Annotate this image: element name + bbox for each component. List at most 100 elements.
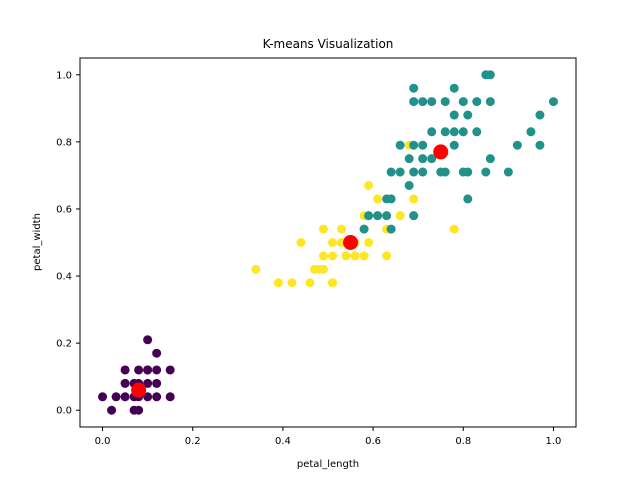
cluster-2-point [440, 167, 450, 177]
cluster-1-point [395, 211, 405, 221]
cluster-2-point [485, 154, 495, 164]
cluster-2-point [449, 110, 459, 120]
cluster-0-point [120, 365, 130, 375]
cluster-2-point [409, 167, 419, 177]
cluster-0-point [165, 365, 175, 375]
y-tick-label: 1.0 [56, 70, 72, 81]
y-tick-label: 0.2 [56, 339, 72, 350]
cluster-2-point [404, 180, 414, 190]
cluster-2-point [512, 140, 522, 150]
cluster-1-point [318, 251, 328, 261]
cluster-1-point [382, 251, 392, 261]
cluster-2-point [481, 167, 491, 177]
cluster-2-point [359, 224, 369, 234]
y-tick-label: 0.0 [56, 406, 72, 417]
cluster-2-point [458, 97, 468, 107]
cluster-0-point [120, 392, 130, 402]
cluster-2-point [535, 110, 545, 120]
cluster-2-point [548, 97, 558, 107]
cluster-2-point [418, 154, 428, 164]
centroid-point [343, 235, 359, 250]
cluster-2-point [409, 140, 419, 150]
cluster-2-point [404, 154, 414, 164]
cluster-1-point [337, 224, 347, 234]
cluster-0-point [134, 365, 144, 375]
cluster-1-point [251, 264, 261, 274]
cluster-0-point [120, 378, 130, 388]
cluster-2-point [409, 211, 419, 221]
cluster-2-point [472, 97, 482, 107]
cluster-1-point [364, 180, 374, 190]
x-tick-label: 0.0 [95, 436, 111, 447]
cluster-2-point [485, 70, 495, 80]
cluster-2-point [418, 167, 428, 177]
x-tick-label: 0.8 [455, 436, 471, 447]
cluster-0-point [143, 392, 153, 402]
x-axis-ticks: 0.0 0.2 0.4 0.6 0.8 1.0 [95, 427, 562, 447]
cluster-1-point [341, 251, 351, 261]
y-tick-label: 0.8 [56, 137, 72, 148]
cluster-0-point [165, 392, 175, 402]
cluster-0-point [107, 405, 117, 415]
cluster-2-point [472, 127, 482, 137]
cluster-2-point [503, 167, 513, 177]
cluster-2-point [418, 97, 428, 107]
cluster-1-point [364, 238, 374, 247]
x-tick-label: 0.6 [365, 436, 381, 447]
y-axis-ticks: 0.0 0.2 0.4 0.6 0.8 1.0 [56, 70, 80, 417]
cluster-2-point [386, 167, 396, 177]
cluster-0-point [152, 365, 162, 375]
axes-frame [79, 57, 577, 428]
cluster-1-point [273, 278, 283, 288]
cluster-0-point [152, 392, 162, 402]
cluster-2-point [463, 194, 473, 204]
cluster-2-point [418, 140, 428, 150]
cluster-1-point [318, 264, 328, 274]
cluster-2-point [449, 127, 459, 137]
cluster-1-point [373, 194, 383, 204]
x-tick-label: 0.2 [185, 436, 201, 447]
cluster-0-point [143, 365, 153, 375]
cluster-2-point [386, 224, 396, 234]
cluster-2-point [449, 83, 459, 93]
cluster-1-point [359, 251, 369, 261]
cluster-0-point [143, 378, 153, 388]
cluster-2-point [427, 154, 437, 164]
cluster-1-point [350, 251, 360, 261]
cluster-2-point [526, 127, 536, 137]
plot-area [98, 70, 558, 415]
cluster-2-point [427, 127, 437, 137]
cluster-0-point [152, 348, 162, 358]
cluster-2-point [427, 97, 437, 107]
cluster-1-point [328, 251, 338, 261]
cluster-0-point [111, 392, 121, 402]
cluster-2-point [535, 140, 545, 150]
cluster-2-point [485, 97, 495, 107]
x-axis-label: petal_length [297, 459, 359, 470]
y-tick-label: 0.4 [56, 272, 72, 283]
cluster-2-point [409, 97, 419, 107]
cluster-1-point [318, 224, 328, 234]
cluster-2-point [449, 140, 459, 150]
cluster-2-point [458, 127, 468, 137]
cluster-0-point [143, 335, 153, 345]
cluster-0-point [98, 392, 108, 402]
cluster-2-point [373, 211, 383, 221]
cluster-2-point [364, 211, 374, 221]
cluster-1-point [449, 224, 459, 234]
cluster-2-point [382, 211, 392, 221]
cluster-1-point [409, 194, 419, 204]
x-tick-label: 1.0 [546, 436, 562, 447]
cluster-2-point [409, 83, 419, 93]
cluster-0-point [152, 378, 162, 388]
cluster-2-point [386, 194, 396, 204]
cluster-1-point [287, 278, 297, 288]
x-tick-label: 0.4 [275, 436, 291, 447]
y-axis-label: petal_width [32, 213, 43, 271]
cluster-2-point [463, 167, 473, 177]
cluster-2-point [395, 140, 405, 150]
cluster-1-point [328, 238, 338, 247]
chart-title: K-means Visualization [263, 37, 394, 51]
